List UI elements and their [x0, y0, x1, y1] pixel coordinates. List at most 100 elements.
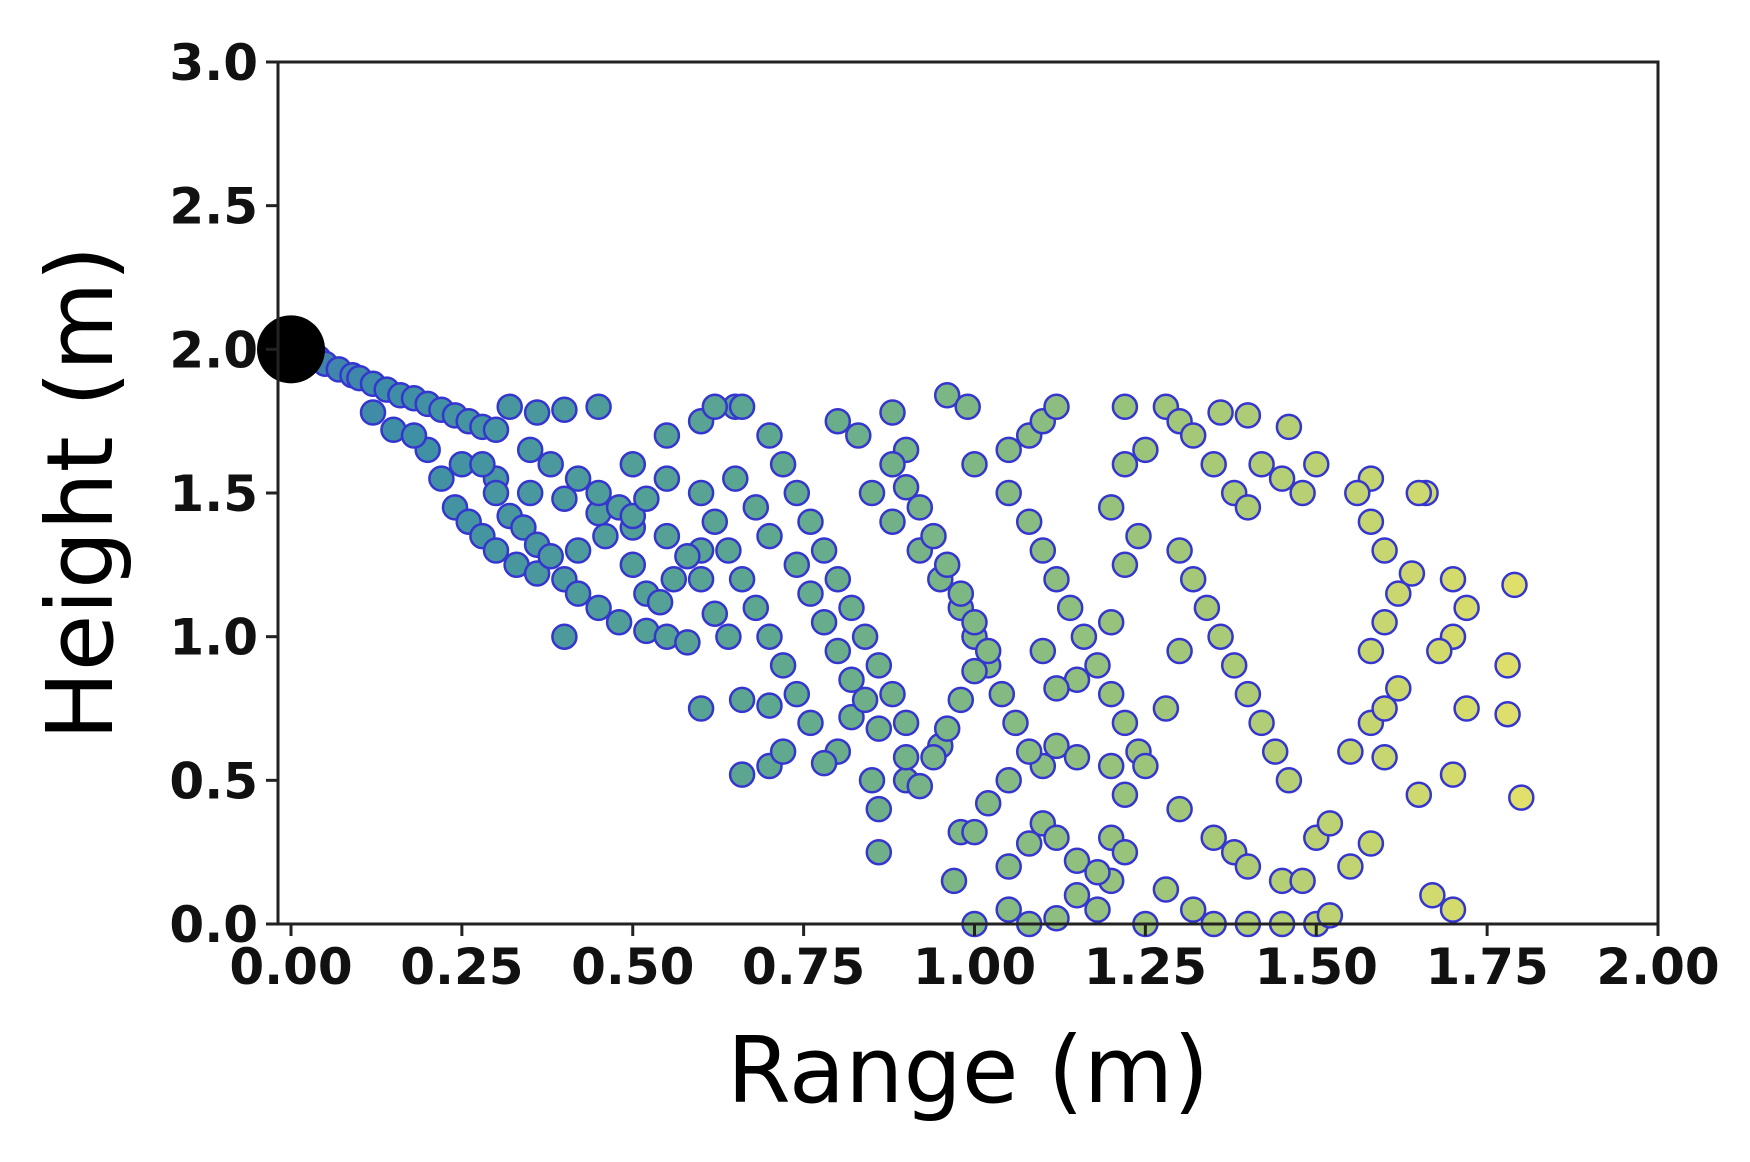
- scatter-point: [1357, 830, 1385, 857]
- scatter-point: [1405, 479, 1433, 507]
- scatter-point: [1453, 695, 1480, 722]
- scatter-point: [1385, 580, 1412, 607]
- y-tick-label: 3.0: [169, 34, 258, 92]
- scatter-point: [1405, 781, 1433, 808]
- scatter-point: [1234, 853, 1262, 880]
- scatter-point: [838, 594, 865, 622]
- scatter-point: [428, 465, 455, 492]
- scatter-point: [742, 494, 770, 521]
- scatter-point: [537, 451, 564, 478]
- scatter-point: [1166, 637, 1193, 665]
- scatter-point: [1084, 896, 1111, 923]
- scatter-point: [1439, 565, 1467, 593]
- scatter-point: [1029, 537, 1057, 564]
- scatter-point: [1111, 393, 1139, 421]
- scatter-point: [838, 703, 865, 731]
- scatter-point: [1275, 767, 1303, 794]
- scatter-point: [1015, 830, 1043, 857]
- scatter-point: [974, 637, 1002, 665]
- scatter-point: [469, 451, 496, 478]
- scatter-point: [1248, 451, 1275, 478]
- scatter-point: [742, 594, 770, 622]
- scatter-point: [1200, 824, 1227, 852]
- scatter-point: [1207, 399, 1234, 426]
- scatter-point: [783, 551, 811, 579]
- scatter-point: [1385, 675, 1412, 702]
- x-tick-label: 1.50: [1255, 938, 1378, 996]
- scatter-point: [1357, 637, 1385, 665]
- scatter-point: [838, 666, 865, 694]
- scatter-point: [1357, 508, 1385, 535]
- scatter-point: [1398, 560, 1426, 587]
- x-axis-label: Range (m): [727, 1017, 1209, 1124]
- scatter-point: [995, 767, 1022, 794]
- scatter-point: [879, 680, 906, 708]
- scatter-point: [660, 565, 688, 593]
- scatter-point: [824, 637, 852, 665]
- scatter-point: [564, 580, 592, 607]
- scatter-point: [954, 393, 981, 421]
- scatter-point: [1111, 781, 1139, 808]
- scatter-point: [1015, 508, 1043, 535]
- scatter-point: [865, 795, 893, 823]
- scatter-point: [1097, 680, 1125, 708]
- scatter-point: [947, 686, 975, 714]
- x-tick-label: 1.75: [1425, 938, 1548, 996]
- scatter-point: [810, 749, 838, 777]
- scatter-point: [783, 479, 811, 507]
- scatter-point: [1111, 838, 1139, 866]
- scatter-point: [1063, 882, 1091, 909]
- scatter-point: [1453, 594, 1480, 622]
- scatter-point: [933, 715, 961, 742]
- scatter-point: [1193, 594, 1221, 622]
- scatter-point: [920, 744, 947, 771]
- x-tick-label: 1.00: [913, 938, 1036, 996]
- scatter-point: [728, 565, 756, 593]
- scatter-point: [940, 867, 968, 895]
- scatter-point: [1166, 795, 1193, 823]
- scatter-point: [687, 695, 715, 722]
- scatter-point: [858, 767, 886, 794]
- scatter-point: [961, 609, 988, 636]
- scatter-point: [1371, 695, 1398, 722]
- scatter-point: [824, 565, 852, 593]
- scatter-point: [1439, 896, 1467, 923]
- scatter-point: [482, 479, 510, 507]
- scatter-point: [756, 522, 783, 550]
- scatter-point: [1234, 680, 1262, 708]
- scatter-point: [1275, 413, 1303, 441]
- scatter-point: [961, 818, 988, 846]
- scatter-point: [1234, 402, 1262, 429]
- scatter-point: [674, 629, 701, 656]
- scatter-point: [1111, 451, 1139, 478]
- source-point: [257, 315, 325, 384]
- scatter-point: [1371, 744, 1398, 771]
- scatter-point: [564, 465, 592, 492]
- scatter-point: [906, 494, 934, 521]
- scatter-point: [961, 451, 988, 478]
- scatter-point: [769, 451, 797, 478]
- scatter-point: [1316, 810, 1344, 837]
- scatter-point: [920, 522, 947, 550]
- x-tick-label: 0.00: [229, 938, 352, 996]
- scatter-point: [1371, 537, 1398, 564]
- scatter-point: [1029, 637, 1057, 665]
- scatter-point: [933, 382, 961, 409]
- scatter-point: [728, 686, 756, 714]
- scatter-point: [947, 580, 975, 607]
- scatter-point: [974, 790, 1002, 817]
- scatter-point: [865, 715, 893, 742]
- scatter-point: [646, 588, 674, 616]
- scatter-point: [1220, 652, 1248, 679]
- scatter-point: [879, 508, 906, 535]
- scatter-point: [728, 393, 756, 421]
- scatter-point: [1371, 609, 1398, 636]
- x-tick-label: 0.25: [400, 938, 523, 996]
- scatter-point: [551, 485, 578, 512]
- y-tick-label: 2.0: [169, 321, 258, 379]
- y-tick-label: 0.5: [169, 752, 258, 810]
- scatter-point: [1084, 859, 1111, 886]
- scatter-point: [551, 396, 578, 423]
- scatter-point: [1261, 738, 1289, 765]
